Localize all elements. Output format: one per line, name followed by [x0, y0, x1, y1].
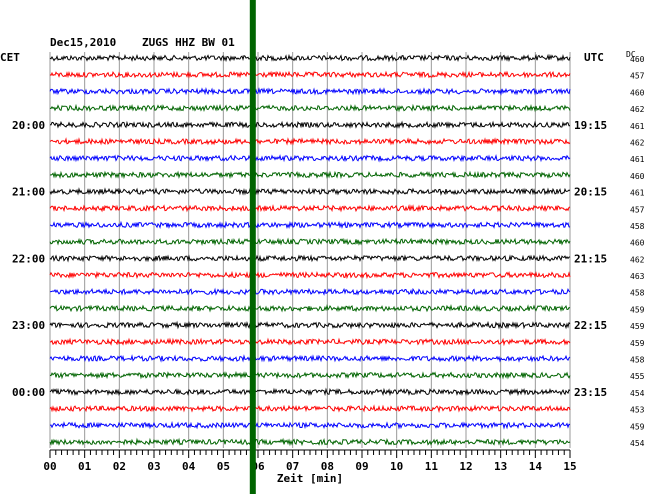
date-label: Dec15,2010: [50, 36, 116, 49]
trace-row-3: [49, 87, 571, 96]
dc-value-1: 460: [630, 55, 645, 64]
trace-row-11: [49, 220, 571, 230]
dc-header-label: DC: [626, 50, 636, 59]
x-tick-label-04: 04: [182, 460, 196, 473]
dc-value-12: 460: [630, 239, 645, 248]
trace-row-15: [49, 287, 571, 296]
trace-row-5: [49, 120, 570, 129]
x-tick-label-02: 02: [113, 460, 126, 473]
dc-value-9: 461: [630, 189, 645, 198]
dc-value-23: 459: [630, 422, 645, 431]
left-time-label-2: 22:00: [12, 252, 45, 265]
dc-value-19: 458: [630, 356, 645, 365]
dc-value-20: 455: [630, 372, 645, 381]
trace-row-18: [49, 337, 571, 347]
trace-row-9: [49, 187, 571, 196]
trace-row-6: [49, 137, 571, 146]
left-timezone-label: CET: [0, 51, 20, 64]
dc-value-14: 463: [630, 272, 645, 281]
dc-value-labels: 460 457 460 462 461 462 461 460 461 457 458 460 462 4…: [630, 55, 645, 448]
dc-value-10: 457: [630, 205, 645, 214]
x-tick-label-10: 10: [390, 460, 403, 473]
trace-row-2: [49, 70, 571, 79]
dc-value-5: 461: [630, 122, 645, 131]
dc-value-22: 453: [630, 406, 645, 415]
dc-value-17: 459: [630, 322, 645, 331]
dc-value-8: 460: [630, 172, 645, 181]
right-time-label-2: 21:15: [574, 252, 607, 265]
right-time-label-3: 22:15: [574, 319, 607, 332]
dc-value-4: 462: [630, 105, 645, 114]
left-time-label-3: 23:00: [12, 319, 45, 332]
dc-value-21: 454: [630, 389, 645, 398]
x-tick-label-11: 11: [425, 460, 439, 473]
dc-value-15: 458: [630, 289, 645, 298]
x-tick-label-00: 00: [43, 460, 56, 473]
x-tick-label-14: 14: [529, 460, 543, 473]
trace-row-1: [49, 53, 571, 63]
dc-value-13: 462: [630, 255, 645, 264]
x-tick-label-12: 12: [459, 460, 472, 473]
right-time-labels: 19:15 20:15 21:15 22:15 23:15: [574, 119, 607, 399]
right-time-label-1: 20:15: [574, 186, 607, 199]
trace-row-4: [49, 103, 571, 113]
trace-row-19: [49, 354, 571, 363]
dc-value-11: 458: [630, 222, 645, 231]
left-time-label-1: 21:00: [12, 186, 45, 199]
trace-row-8: [49, 170, 571, 180]
dc-value-18: 459: [630, 339, 645, 348]
event-marker: [249, 0, 256, 494]
dc-value-24: 454: [630, 439, 645, 448]
dc-value-16: 459: [630, 305, 645, 314]
trace-row-12: [49, 237, 571, 247]
x-tick-label-15: 15: [563, 460, 576, 473]
event-marker-bar: [249, 0, 256, 494]
dc-value-6: 462: [630, 138, 645, 147]
trace-row-16: [49, 303, 571, 313]
right-time-label-4: 23:15: [574, 386, 607, 399]
trace-group: [49, 53, 571, 447]
left-time-labels: 20:00 21:00 22:00 23:00 00:00: [12, 119, 45, 399]
grid: [49, 52, 571, 448]
trace-row-17: [49, 320, 571, 330]
trace-row-14: [49, 270, 571, 280]
left-time-label-0: 20:00: [12, 119, 45, 132]
x-tick-label-13: 13: [494, 460, 507, 473]
header: Dec15,2010 ZUGS HHZ BW 01 CET UTC DC: [0, 36, 636, 64]
dc-value-3: 460: [630, 88, 645, 97]
right-time-label-0: 19:15: [574, 119, 607, 132]
x-tick-label-05: 05: [217, 460, 230, 473]
trace-row-24: [49, 437, 571, 447]
station-label: ZUGS HHZ BW 01: [142, 36, 235, 49]
x-tick-label-03: 03: [147, 460, 160, 473]
x-tick-label-01: 01: [78, 460, 92, 473]
trace-row-22: [49, 404, 571, 414]
x-tick-label-09: 09: [355, 460, 368, 473]
x-axis: 00 01 02 03 04 05 06 07 08 09 10 11 12 13 14 15: [43, 449, 577, 473]
trace-row-13: [49, 254, 571, 263]
left-time-label-4: 00:00: [12, 386, 45, 399]
trace-row-21: [49, 387, 571, 397]
dc-value-7: 461: [630, 155, 645, 164]
right-timezone-label: UTC: [584, 51, 604, 64]
x-tick-label-08: 08: [321, 460, 334, 473]
trace-row-20: [49, 370, 571, 380]
x-tick-label-07: 07: [286, 460, 299, 473]
x-axis-label: Zeit [min]: [277, 472, 343, 485]
trace-row-10: [49, 203, 571, 213]
dc-value-2: 457: [630, 72, 645, 81]
trace-row-23: [49, 420, 571, 430]
trace-row-7: [49, 153, 571, 163]
